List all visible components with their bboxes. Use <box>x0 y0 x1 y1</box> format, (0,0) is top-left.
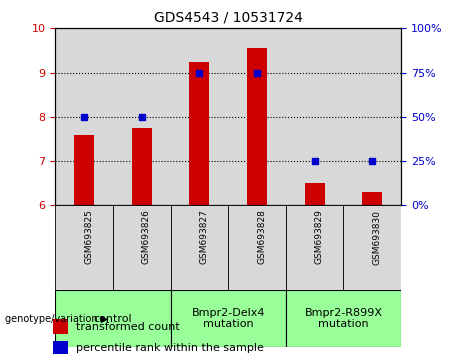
Bar <box>53 319 68 334</box>
Text: GSM693830: GSM693830 <box>372 210 381 264</box>
Bar <box>286 205 343 290</box>
Text: GSM693827: GSM693827 <box>199 210 208 264</box>
Bar <box>55 205 113 290</box>
Text: GSM693825: GSM693825 <box>84 210 93 264</box>
Bar <box>343 205 401 290</box>
Bar <box>228 205 286 290</box>
Bar <box>228 28 286 205</box>
Bar <box>113 28 171 205</box>
Text: genotype/variation ▶: genotype/variation ▶ <box>5 314 108 324</box>
Bar <box>113 205 171 290</box>
Bar <box>305 183 325 205</box>
Text: Bmpr2-R899X
mutation: Bmpr2-R899X mutation <box>304 308 383 330</box>
Bar <box>286 28 343 205</box>
Bar <box>362 192 382 205</box>
Title: GDS4543 / 10531724: GDS4543 / 10531724 <box>154 10 302 24</box>
Text: GSM693829: GSM693829 <box>314 210 324 264</box>
Text: GSM693826: GSM693826 <box>142 210 151 264</box>
Bar <box>286 290 401 347</box>
Text: Bmpr2-Delx4
mutation: Bmpr2-Delx4 mutation <box>191 308 265 330</box>
Bar <box>343 28 401 205</box>
Text: percentile rank within the sample: percentile rank within the sample <box>76 343 264 353</box>
Bar <box>171 205 228 290</box>
Bar <box>55 28 113 205</box>
Bar <box>53 341 68 354</box>
Bar <box>247 48 267 205</box>
Bar <box>189 62 209 205</box>
Bar <box>132 128 152 205</box>
Text: GSM693828: GSM693828 <box>257 210 266 264</box>
Bar <box>171 28 228 205</box>
Bar <box>171 290 286 347</box>
Bar <box>55 290 171 347</box>
Bar <box>74 135 94 205</box>
Text: control: control <box>94 314 132 324</box>
Text: transformed count: transformed count <box>76 322 180 332</box>
